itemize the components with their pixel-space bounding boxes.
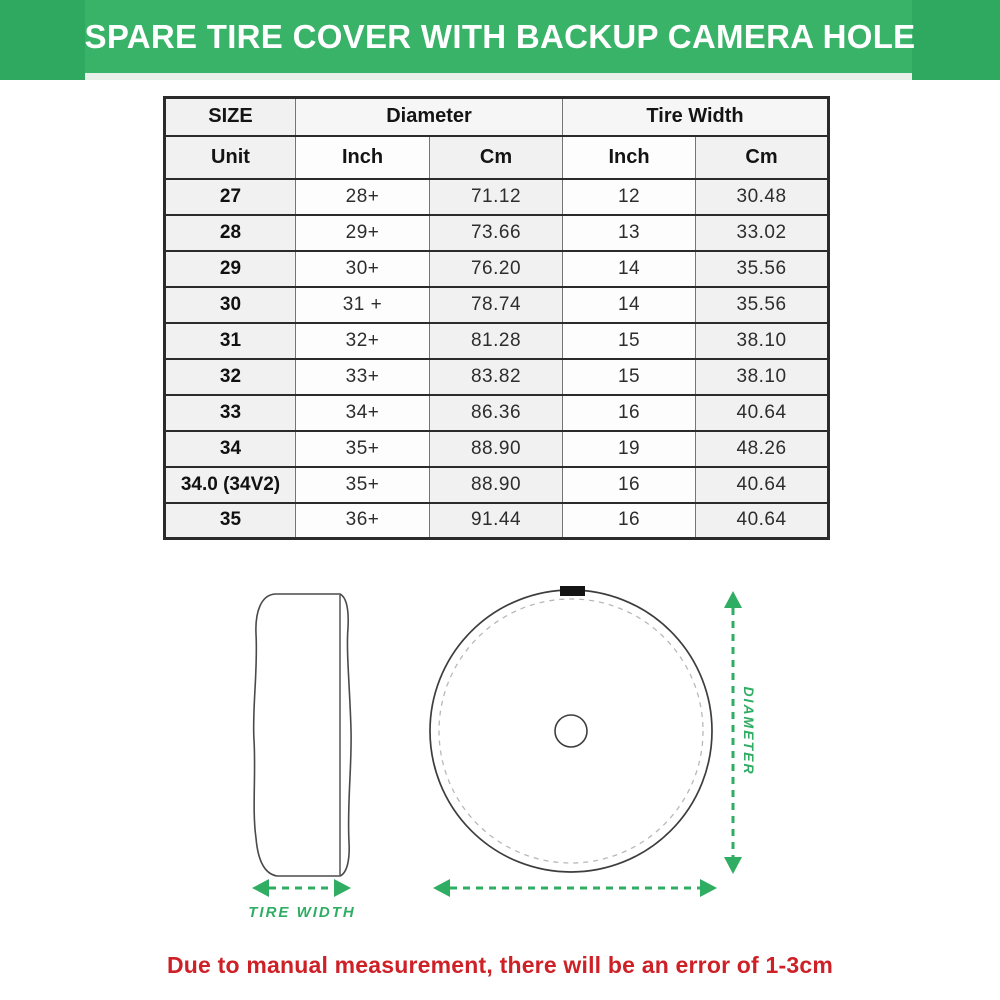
header-banner-edge bbox=[85, 73, 912, 80]
cell-width-inch: 14 bbox=[562, 285, 696, 323]
cell-size: 27 bbox=[164, 177, 296, 215]
cell-diameter-cm: 81.28 bbox=[428, 321, 563, 359]
tire-measurement-diagram: TIRE WIDTH DIAMETER bbox=[248, 586, 757, 921]
cell-diameter-cm: 86.36 bbox=[428, 393, 563, 431]
cell-diameter-cm: 88.90 bbox=[428, 465, 563, 503]
cell-size: 29 bbox=[164, 249, 296, 287]
cell-diameter-inch: 34+ bbox=[295, 393, 430, 431]
header-width-cm: Cm bbox=[695, 134, 829, 179]
cell-diameter-inch: 35+ bbox=[295, 429, 430, 467]
cell-size: 31 bbox=[164, 321, 296, 359]
cell-width-inch: 13 bbox=[562, 213, 696, 251]
cell-diameter-inch: 36+ bbox=[295, 501, 430, 539]
cell-diameter-inch: 31 + bbox=[295, 285, 430, 323]
header-width-inch: Inch bbox=[562, 134, 696, 179]
cell-diameter-cm: 88.90 bbox=[428, 429, 563, 467]
header-tire-width: Tire Width bbox=[562, 96, 829, 136]
table-row: 31 32+ 81.28 15 38.10 bbox=[164, 321, 829, 359]
cell-diameter-cm: 73.66 bbox=[428, 213, 563, 251]
cell-size: 30 bbox=[164, 285, 296, 323]
cell-diameter-inch: 30+ bbox=[295, 249, 430, 287]
table-row: 34 35+ 88.90 19 48.26 bbox=[164, 429, 829, 467]
cell-width-cm: 38.10 bbox=[695, 357, 829, 395]
cell-width-cm: 30.48 bbox=[695, 177, 829, 215]
cell-size: 33 bbox=[164, 393, 296, 431]
cell-size: 34 bbox=[164, 429, 296, 467]
cell-diameter-inch: 33+ bbox=[295, 357, 430, 395]
cell-width-inch: 15 bbox=[562, 321, 696, 359]
table-header-row-units: Unit Inch Cm Inch Cm bbox=[164, 134, 829, 179]
header-banner-inner bbox=[85, 0, 912, 73]
table-row: 34.0 (34V2) 35+ 88.90 16 40.64 bbox=[164, 465, 829, 503]
cell-width-inch: 14 bbox=[562, 249, 696, 287]
cell-diameter-inch: 35+ bbox=[295, 465, 430, 503]
cell-width-inch: 16 bbox=[562, 465, 696, 503]
top-marker bbox=[560, 586, 585, 596]
cell-diameter-cm: 91.44 bbox=[428, 501, 563, 539]
header-diameter-inch: Inch bbox=[295, 134, 430, 179]
cell-width-cm: 38.10 bbox=[695, 321, 829, 359]
tire-side-view bbox=[252, 593, 352, 877]
table-row: 29 30+ 76.20 14 35.56 bbox=[164, 249, 829, 287]
cell-width-inch: 12 bbox=[562, 177, 696, 215]
cell-size: 32 bbox=[164, 357, 296, 395]
cell-width-cm: 35.56 bbox=[695, 249, 829, 287]
page-title: SPARE TIRE COVER WITH BACKUP CAMERA HOLE bbox=[84, 18, 916, 55]
cell-width-inch: 16 bbox=[562, 393, 696, 431]
cell-diameter-cm: 83.82 bbox=[428, 357, 563, 395]
cell-width-inch: 15 bbox=[562, 357, 696, 395]
cell-width-cm: 33.02 bbox=[695, 213, 829, 251]
measurement-note: Due to manual measurement, there will be… bbox=[166, 952, 833, 978]
cell-size: 28 bbox=[164, 213, 296, 251]
header-diameter: Diameter bbox=[294, 96, 563, 136]
table-row: 28 29+ 73.66 13 33.02 bbox=[164, 213, 829, 251]
cell-diameter-cm: 71.12 bbox=[428, 177, 563, 215]
table-row: 33 34+ 86.36 16 40.64 bbox=[164, 393, 829, 431]
cell-diameter-inch: 32+ bbox=[295, 321, 430, 359]
tire-width-arrow-icon bbox=[252, 879, 351, 897]
cell-width-cm: 35.56 bbox=[695, 285, 829, 323]
diameter-horizontal-arrow-icon bbox=[433, 879, 717, 897]
cell-width-inch: 19 bbox=[562, 429, 696, 467]
cell-width-cm: 40.64 bbox=[695, 501, 829, 539]
backup-camera-hole bbox=[554, 714, 588, 748]
cell-diameter-inch: 28+ bbox=[295, 177, 430, 215]
cell-diameter-inch: 29+ bbox=[295, 213, 430, 251]
diameter-vertical-arrow-icon bbox=[724, 591, 742, 874]
table-row: 35 36+ 91.44 16 40.64 bbox=[164, 501, 829, 539]
cell-diameter-cm: 76.20 bbox=[428, 249, 563, 287]
cell-width-cm: 40.64 bbox=[695, 393, 829, 431]
tire-width-label: TIRE WIDTH bbox=[248, 904, 356, 921]
cell-size: 34.0 (34V2) bbox=[164, 465, 296, 503]
size-chart-table: SIZE Diameter Tire Width Unit Inch Cm In… bbox=[163, 96, 831, 540]
header-size: SIZE bbox=[164, 96, 296, 136]
cell-width-cm: 40.64 bbox=[695, 465, 829, 503]
cell-width-inch: 16 bbox=[562, 501, 696, 539]
header-unit: Unit bbox=[164, 134, 296, 179]
tire-front-view bbox=[429, 586, 713, 873]
diameter-label: DIAMETER bbox=[741, 686, 757, 775]
cell-width-cm: 48.26 bbox=[695, 429, 829, 467]
cell-size: 35 bbox=[164, 501, 296, 539]
table-header-row-groups: SIZE Diameter Tire Width bbox=[164, 96, 829, 136]
cell-diameter-cm: 78.74 bbox=[428, 285, 563, 323]
table-row: 27 28+ 71.12 12 30.48 bbox=[164, 177, 829, 215]
table-row: 30 31 + 78.74 14 35.56 bbox=[164, 285, 829, 323]
header-banner: SPARE TIRE COVER WITH BACKUP CAMERA HOLE bbox=[0, 0, 1000, 80]
header-diameter-cm: Cm bbox=[428, 134, 563, 179]
table-row: 32 33+ 83.82 15 38.10 bbox=[164, 357, 829, 395]
